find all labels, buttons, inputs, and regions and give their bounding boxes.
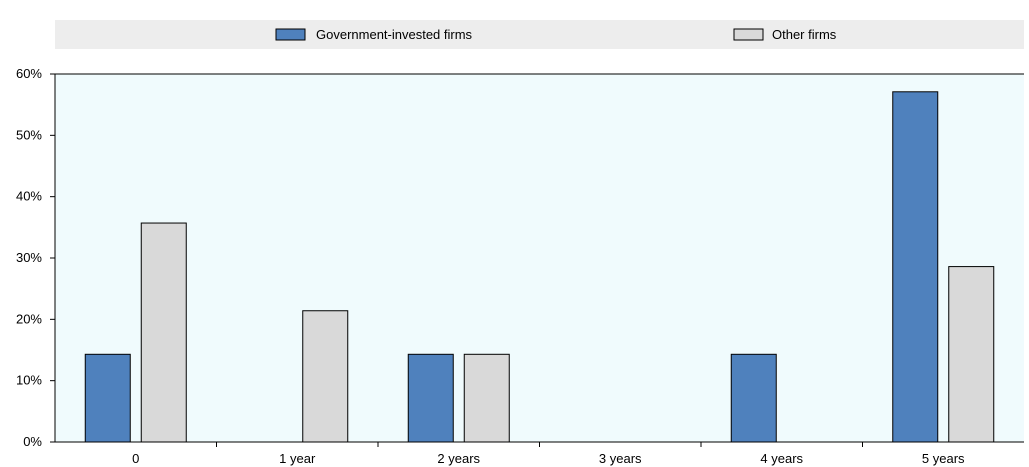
legend: Government-invested firms Other firms [275,27,837,42]
y-tick-label: 40% [16,189,42,204]
y-tick-label: 30% [16,250,42,265]
bar-other-firms [463,353,510,443]
legend-swatch-other-firms [733,28,764,41]
x-tick-label: 3 years [599,451,642,466]
bar-government-invested [730,353,777,443]
x-tick-label: 2 years [437,451,480,466]
x-tick-label: 5 years [922,451,965,466]
y-tick-label: 10% [16,373,42,388]
y-tick-label: 50% [16,127,42,142]
x-tick-label: 1 year [279,451,316,466]
y-tick-label: 0% [23,434,42,449]
legend-label-other-firms: Other firms [772,27,837,42]
y-axis: 0% 10% 20% 30% 40% 50% 60% [16,66,56,449]
legend-background [55,20,1024,49]
bar-government-invested [892,91,939,443]
legend-swatch-government-invested [275,28,306,41]
x-axis: 0 1 year 2 years 3 years 4 years 5 years [132,442,965,466]
plot-area [55,74,1024,442]
x-tick-label: 0 [132,451,139,466]
bar-government-invested [84,353,131,443]
bar-other-firms [948,266,995,443]
y-tick-label: 20% [16,311,42,326]
bar-government-invested [407,353,454,443]
x-tick-label: 4 years [760,451,803,466]
bars [84,91,995,443]
legend-label-government-invested: Government-invested firms [316,27,473,42]
bar-other-firms [140,222,187,443]
y-tick-label: 60% [16,66,42,81]
bar-other-firms [302,310,349,443]
